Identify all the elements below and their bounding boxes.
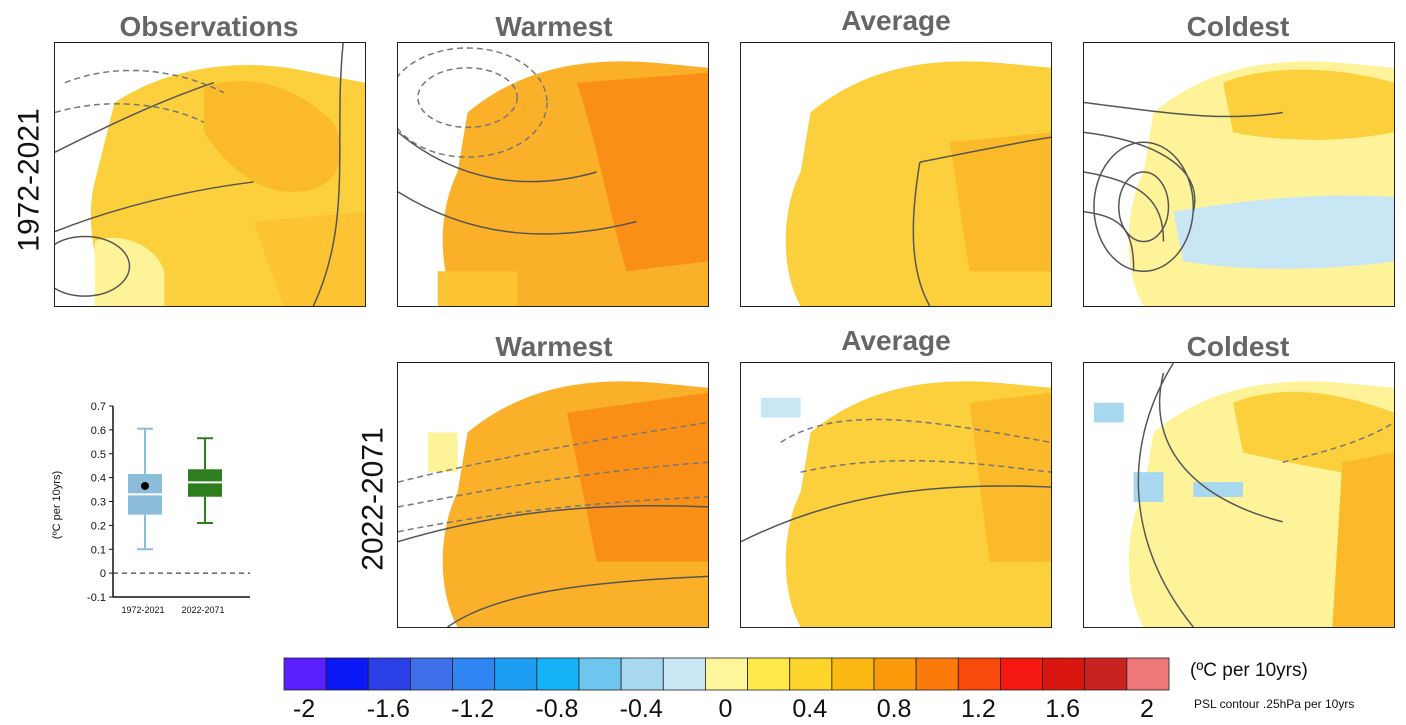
colorbar-tick-label: 1.2 [961, 695, 996, 723]
colorbar-cell [1000, 657, 1043, 691]
colorbar-cell [410, 657, 453, 691]
boxplot-y-axis-label: (ºC per 10yrs) [51, 471, 63, 539]
boxplot-observed-point [141, 481, 149, 490]
boxplot-y-tick-label: -0.1 [87, 592, 106, 604]
boxplot-y-tick-label: 0.6 [91, 425, 106, 437]
colorbar-tick-label: 0.8 [877, 695, 912, 723]
panel-title-average-top: Average [841, 5, 951, 36]
map-average-1972-2021 [740, 42, 1052, 307]
panel-title-average-bottom: Average [841, 325, 951, 356]
boxplot-y-tick-label: 0.1 [91, 544, 106, 556]
colorbar-cell [705, 657, 748, 691]
panel-title-warmest-top: Warmest [495, 11, 613, 42]
panel-title-coldest-top: Coldest [1186, 11, 1290, 42]
colorbar-cell [747, 657, 791, 691]
boxplot-chart: (ºC per 10yrs) 0.7 0.6 0.5 0.4 0.3 0.2 0.1 0 -0.… [51, 401, 250, 615]
colorbar-psl-label: PSL contour .25hPa per 10yrs [1194, 697, 1355, 711]
boxplot-y-tick-label: 0 [100, 568, 106, 580]
colorbar-cell [1042, 657, 1086, 691]
map-observations [54, 42, 366, 307]
boxplot-y-tick-label: 0.4 [91, 473, 106, 485]
map-coldest-2022-2071 [1083, 362, 1395, 628]
colorbar-cell [957, 657, 1001, 691]
map-warmest-2022-2071 [397, 362, 709, 628]
colorbar-tick-label: -1.2 [451, 695, 494, 723]
boxplot-x-tick-label: 1972-2021 [121, 605, 164, 615]
colorbar-tick-label: 0 [719, 695, 733, 723]
colorbar-cell [789, 657, 833, 691]
row-label-2022-2071: 2022-2071 [356, 427, 390, 571]
map-warmest-1972-2021 [397, 42, 709, 307]
boxplot-y-tick-label: 0.7 [91, 401, 106, 413]
colorbar-cell [915, 657, 959, 691]
colorbar-cell [873, 657, 917, 691]
colorbar: -2 -1.6 -1.2 -0.8 -0.4 0 0.4 0.8 1.2 1.6 2 [283, 657, 1170, 723]
colorbar-cell [325, 657, 369, 691]
colorbar-cell [452, 657, 496, 691]
boxplot-box-2022-2071: 2022-2071 [181, 437, 225, 615]
colorbar-tick-label: 0.4 [792, 695, 827, 723]
colorbar-cell [494, 657, 538, 691]
colorbar-unit-label: (ºC per 10yrs) [1190, 660, 1308, 681]
colorbar-cell [578, 657, 622, 691]
colorbar-cell [1084, 657, 1128, 691]
colorbar-cell [367, 657, 411, 691]
boxplot-x-tick-label: 2022-2071 [181, 605, 224, 615]
colorbar-cell [283, 657, 327, 691]
boxplot-y-tick-label: 0.2 [91, 520, 106, 532]
boxplot-y-tick-label: 0.5 [91, 449, 106, 461]
colorbar-tick-label: -0.4 [620, 695, 663, 723]
row-label-1972-2021: 1972-2021 [12, 108, 46, 252]
colorbar-cell [1126, 657, 1170, 691]
colorbar-tick-label: -0.8 [535, 695, 578, 723]
boxplot-y-tick-label: 0.3 [91, 497, 106, 509]
colorbar-tick-label: -1.6 [367, 695, 410, 723]
colorbar-tick-label: -2 [293, 695, 315, 723]
colorbar-tick-label: 1.6 [1045, 695, 1080, 723]
colorbar-tick-label: 2 [1140, 695, 1154, 723]
colorbar-cell [662, 657, 706, 691]
panel-title-observations: Observations [119, 11, 299, 42]
map-average-2022-2071 [740, 362, 1052, 628]
panel-title-warmest-bottom: Warmest [495, 331, 613, 362]
boxplot-box-1972-2021: 1972-2021 [121, 427, 165, 615]
panel-title-coldest-bottom: Coldest [1186, 331, 1290, 362]
map-coldest-1972-2021 [1083, 42, 1395, 307]
colorbar-cell [620, 657, 664, 691]
colorbar-cell [536, 657, 580, 691]
colorbar-cell [831, 657, 875, 691]
